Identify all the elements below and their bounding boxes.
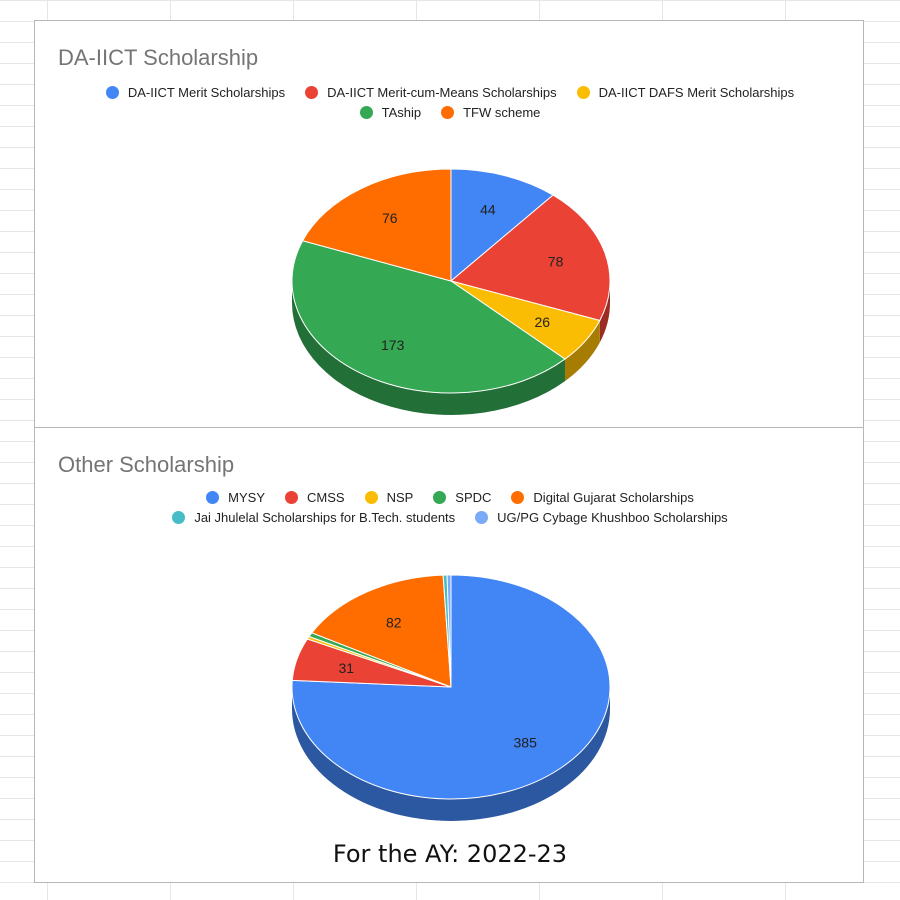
legend-swatch bbox=[105, 85, 119, 99]
legend-item[interactable]: NSP bbox=[364, 489, 414, 505]
chart-title: DA-IICT Scholarship bbox=[58, 45, 259, 70]
legend-item[interactable]: DA-IICT Merit-cum-Means Scholarships bbox=[305, 84, 557, 100]
legend-swatch bbox=[359, 105, 373, 119]
pie-slices[interactable] bbox=[291, 168, 611, 394]
legend-row: TAship TFW scheme bbox=[35, 102, 865, 122]
legend-label: DA-IICT DAFS Merit Scholarships bbox=[598, 84, 795, 100]
legend-label: CMSS bbox=[307, 489, 345, 505]
legend-label: Digital Gujarat Scholarships bbox=[533, 489, 694, 505]
legend-swatch bbox=[364, 490, 378, 504]
legend-swatch bbox=[172, 510, 186, 524]
pie-value-label: 31 bbox=[339, 660, 355, 676]
pie-chart[interactable]: 44 78 26 173 76 bbox=[35, 21, 865, 429]
pie-slice[interactable] bbox=[449, 194, 611, 322]
legend-item[interactable]: TAship bbox=[359, 104, 422, 120]
legend-row: DA-IICT Merit Scholarships DA-IICT Merit… bbox=[35, 82, 865, 102]
pie-slice-side bbox=[292, 687, 610, 821]
legend-label: UG/PG Cybage Khushboo Scholarships bbox=[497, 509, 728, 525]
legend-swatch bbox=[285, 490, 298, 504]
pie-value-label: 26 bbox=[535, 314, 551, 330]
chart-title: Other Scholarship bbox=[58, 452, 235, 477]
pie-chart[interactable]: 385 31 82 bbox=[35, 428, 865, 884]
legend-label: DA-IICT Merit-cum-Means Scholarships bbox=[327, 84, 557, 100]
pie-value-label: 44 bbox=[480, 201, 496, 217]
legend-swatch bbox=[441, 105, 455, 119]
pie-slice[interactable] bbox=[301, 168, 452, 282]
pie-slice[interactable] bbox=[291, 240, 566, 394]
pie-slice-side bbox=[599, 281, 610, 343]
legend-item[interactable]: DA-IICT Merit Scholarships bbox=[105, 84, 286, 100]
legend-swatch bbox=[576, 85, 590, 99]
pie-slice-side bbox=[292, 281, 565, 415]
pie-value-label: 76 bbox=[382, 210, 398, 226]
legend-label: TFW scheme bbox=[463, 104, 541, 120]
academic-year-caption: For the AY: 2022-23 bbox=[332, 840, 568, 868]
legend-label: TAship bbox=[381, 104, 422, 120]
chart-panel-daiict[interactable]: DA-IICT Scholarship DA-IICT Merit Schola… bbox=[34, 20, 864, 428]
legend-item[interactable]: DA-IICT DAFS Merit Scholarships bbox=[576, 84, 795, 100]
legend-item[interactable]: TFW scheme bbox=[441, 105, 540, 120]
pie-value-labels: 385 31 82 bbox=[339, 614, 538, 750]
legend-row: Jai Jhulelal Scholarships for B.Tech. st… bbox=[35, 507, 865, 527]
legend-label: NSP bbox=[386, 489, 414, 505]
legend-swatch bbox=[206, 490, 220, 504]
legend-item[interactable]: CMSS bbox=[285, 490, 345, 505]
pie-value-label: 82 bbox=[386, 614, 402, 630]
legend-label: Jai Jhulelal Scholarships for B.Tech. st… bbox=[194, 509, 456, 525]
legend-label: MYSY bbox=[228, 489, 265, 505]
legend-item[interactable]: MYSY bbox=[206, 490, 265, 505]
pie-value-label: 385 bbox=[514, 734, 538, 750]
legend-label: SPDC bbox=[455, 489, 492, 505]
pie-side-walls bbox=[292, 281, 610, 415]
chart-legend: MYSY CMSS NSP SPDC Digital Gujarat Schol… bbox=[35, 487, 865, 527]
legend-swatch bbox=[433, 490, 447, 504]
legend-row: MYSY CMSS NSP SPDC Digital Gujarat Schol… bbox=[35, 487, 865, 507]
legend-label: DA-IICT Merit Scholarships bbox=[127, 84, 286, 100]
pie-value-label: 78 bbox=[548, 254, 564, 270]
legend-item[interactable]: Digital Gujarat Scholarships bbox=[511, 489, 694, 505]
pie-side-walls bbox=[292, 687, 610, 821]
legend-swatch bbox=[475, 510, 489, 524]
pie-slice-side bbox=[564, 320, 600, 382]
chart-legend: DA-IICT Merit Scholarships DA-IICT Merit… bbox=[35, 82, 865, 122]
pie-slices[interactable] bbox=[291, 574, 611, 800]
pie-slice[interactable] bbox=[446, 574, 452, 688]
legend-item[interactable]: SPDC bbox=[433, 490, 491, 505]
legend-swatch bbox=[305, 85, 319, 99]
pie-slice[interactable] bbox=[450, 168, 554, 283]
legend-item[interactable]: UG/PG Cybage Khushboo Scholarships bbox=[475, 510, 728, 525]
pie-value-labels: 44 78 26 173 76 bbox=[381, 201, 564, 353]
legend-swatch bbox=[511, 490, 525, 504]
pie-slice[interactable] bbox=[311, 574, 452, 688]
chart-panel-other[interactable]: Other Scholarship MYSY CMSS NSP SPDC Dig… bbox=[34, 427, 864, 883]
legend-item[interactable]: Jai Jhulelal Scholarships for B.Tech. st… bbox=[172, 510, 455, 525]
pie-value-label: 173 bbox=[381, 337, 405, 353]
